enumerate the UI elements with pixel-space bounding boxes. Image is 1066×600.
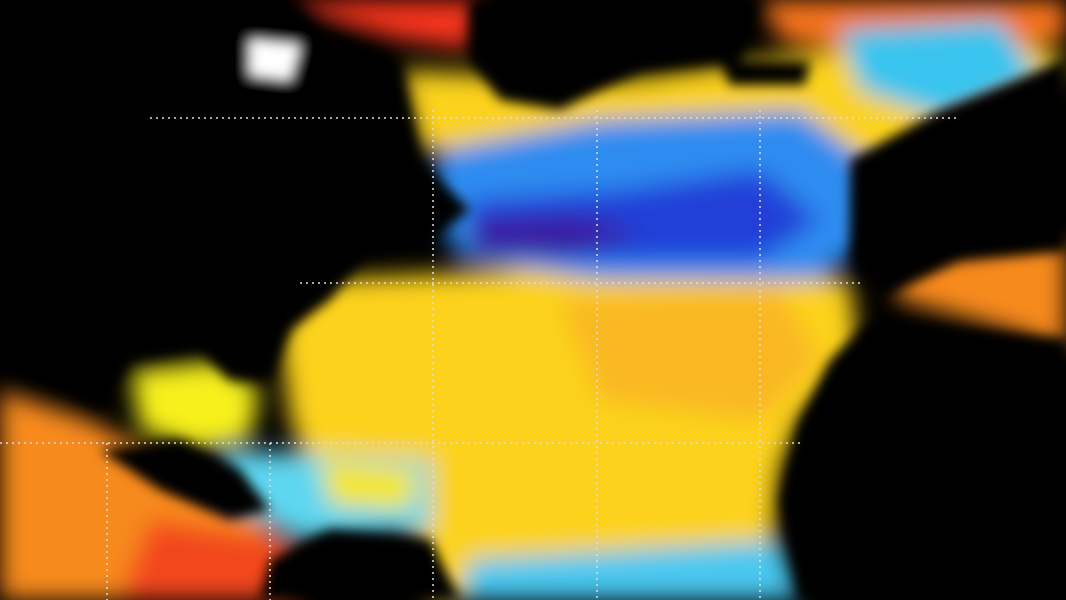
south-america bbox=[260, 530, 460, 600]
europe bbox=[850, 60, 1066, 300]
greenland bbox=[470, 0, 760, 110]
equatorial-cool bbox=[460, 540, 800, 600]
ice bbox=[250, 40, 300, 80]
subtropical-orange bbox=[560, 290, 820, 420]
arctic-hot-west bbox=[290, 0, 480, 50]
gulf-of-mexico bbox=[130, 360, 260, 450]
pacific-hot bbox=[120, 520, 300, 600]
iceland bbox=[720, 60, 810, 85]
caribbean-warm bbox=[320, 460, 420, 510]
graticule bbox=[0, 110, 960, 600]
central-america bbox=[100, 440, 270, 520]
north-america bbox=[0, 0, 470, 410]
africa bbox=[780, 320, 1066, 600]
